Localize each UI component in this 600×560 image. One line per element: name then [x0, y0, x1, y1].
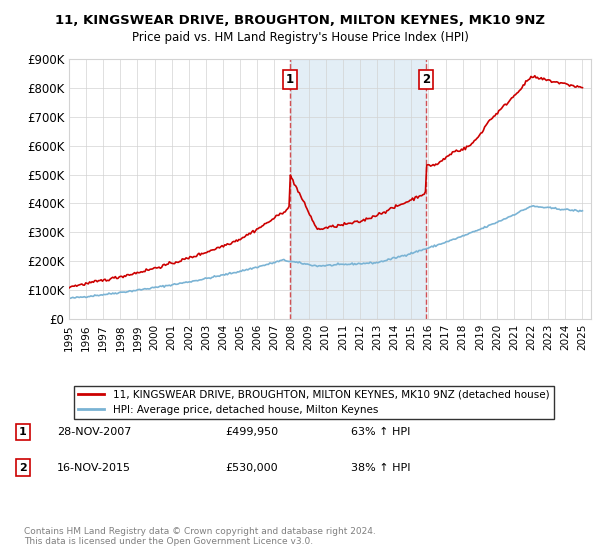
Text: 11, KINGSWEAR DRIVE, BROUGHTON, MILTON KEYNES, MK10 9NZ: 11, KINGSWEAR DRIVE, BROUGHTON, MILTON K…: [55, 14, 545, 27]
Text: 38% ↑ HPI: 38% ↑ HPI: [351, 463, 410, 473]
Text: 16-NOV-2015: 16-NOV-2015: [57, 463, 131, 473]
Text: 1: 1: [286, 73, 294, 86]
Text: £499,950: £499,950: [225, 427, 278, 437]
Text: 28-NOV-2007: 28-NOV-2007: [57, 427, 131, 437]
Text: 2: 2: [422, 73, 430, 86]
Legend: 11, KINGSWEAR DRIVE, BROUGHTON, MILTON KEYNES, MK10 9NZ (detached house), HPI: A: 11, KINGSWEAR DRIVE, BROUGHTON, MILTON K…: [74, 386, 554, 419]
Text: 1: 1: [19, 427, 26, 437]
Text: 63% ↑ HPI: 63% ↑ HPI: [351, 427, 410, 437]
Bar: [290, 59, 427, 319]
Text: £530,000: £530,000: [225, 463, 278, 473]
Text: Price paid vs. HM Land Registry's House Price Index (HPI): Price paid vs. HM Land Registry's House …: [131, 31, 469, 44]
Text: Contains HM Land Registry data © Crown copyright and database right 2024.
This d: Contains HM Land Registry data © Crown c…: [24, 526, 376, 546]
Text: 2: 2: [19, 463, 26, 473]
